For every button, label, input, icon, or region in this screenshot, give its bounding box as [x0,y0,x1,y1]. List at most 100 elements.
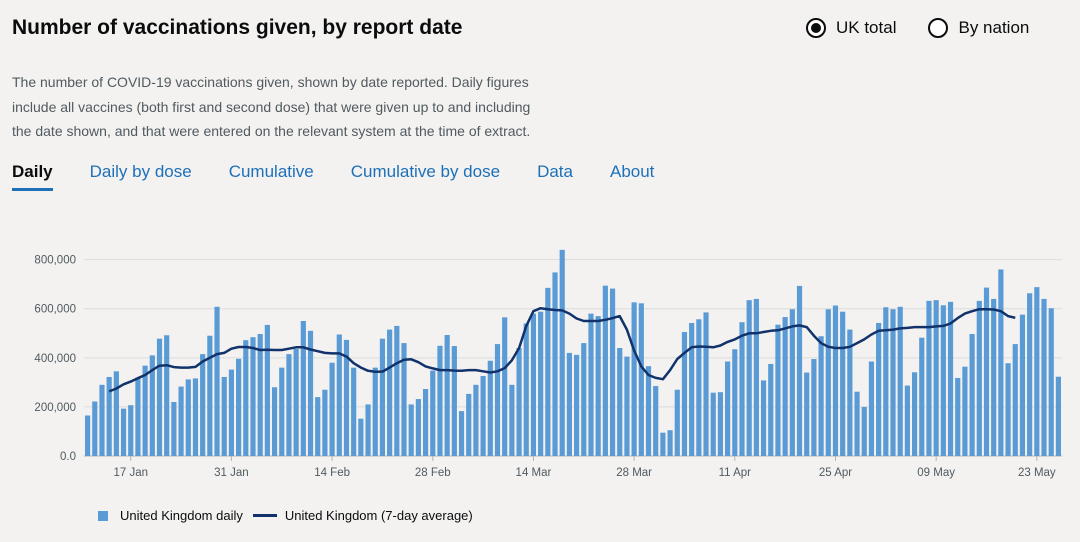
radio-by-nation[interactable]: By nation [928,18,1029,38]
bar [660,432,666,456]
bar [840,311,846,456]
bar [653,386,659,456]
bar [595,316,601,456]
bar [897,306,903,456]
view-radio-group: UK total By nation [806,18,1029,38]
bar [502,317,508,456]
bar [998,269,1004,456]
bar [99,384,105,456]
bar [854,391,860,456]
bar [775,324,781,456]
bar [969,334,975,456]
bar [976,300,982,456]
bar [883,307,889,456]
legend-item-average[interactable]: United Kingdom (7-day average) [251,508,473,523]
bar [228,369,235,456]
bar [717,392,724,456]
bar [422,388,429,456]
bar [552,272,558,456]
bar [113,371,119,456]
bar [768,363,774,456]
x-tick-label: 14 Feb [314,467,350,479]
bar [811,359,817,456]
legend-line-swatch [252,514,277,517]
bar [516,348,522,456]
bar [430,370,436,456]
tab-cumulative-by-dose[interactable]: Cumulative by dose [350,162,501,181]
bar [178,386,184,456]
radio-uk-total[interactable]: UK total [806,18,896,38]
bar [926,300,932,456]
bar [574,354,580,456]
bar [379,338,386,456]
bar [164,335,170,456]
bar [710,392,716,456]
bar [473,384,479,456]
bar [1019,314,1026,456]
bar [782,317,788,456]
bar [243,340,249,456]
x-tick-label: 23 May [1018,467,1056,479]
radio-unchecked-icon[interactable] [928,18,949,38]
bar [1027,293,1033,456]
bar [703,312,709,456]
bar [1055,376,1061,456]
bar [825,309,831,456]
bar [1012,344,1018,456]
legend-average-label: United Kingdom (7-day average) [284,508,473,523]
bar [185,379,191,456]
bar [135,377,141,456]
bar [581,343,587,456]
bar [408,404,414,456]
bar [602,285,608,456]
y-tick-label: 0.0 [60,451,76,463]
bar [293,348,299,456]
tab-daily[interactable]: Daily [12,162,53,191]
bar [394,325,400,456]
radio-checked-icon[interactable] [806,18,826,38]
radio-by-nation-label: By nation [958,18,1030,37]
bar [271,387,278,456]
tab-about[interactable]: About [609,162,655,181]
legend-daily-label: United Kingdom daily [120,508,243,523]
bar [911,372,918,456]
bar [85,415,91,456]
bar [991,298,997,456]
x-tick-label: 31 Jan [214,467,249,479]
bar [545,287,551,456]
bar [1005,363,1011,456]
tab-daily-by-dose[interactable]: Daily by dose [89,162,192,181]
chart-legend: United Kingdom daily United Kingdom (7-d… [98,508,481,523]
bar [804,372,810,456]
bar [523,323,529,456]
bar [494,344,501,456]
bar [696,319,702,456]
page-title: Number of vaccinations given, by report … [12,16,463,39]
bar [689,322,695,456]
tab-data[interactable]: Data [537,162,573,181]
bar [681,332,688,456]
bar [861,406,867,456]
bar [725,361,731,456]
bar [818,336,824,456]
bar [315,397,321,456]
bar [92,401,98,456]
bar [307,330,314,456]
legend-item-daily[interactable]: United Kingdom daily [98,508,243,523]
x-tick-label: 28 Feb [415,467,451,479]
bar [358,418,364,456]
bar [487,360,493,456]
bar [530,313,537,456]
bar [236,358,242,456]
bar [933,300,939,456]
bar [1048,308,1054,456]
bar [142,365,148,456]
bar [128,405,134,456]
bar [588,313,594,456]
bar [300,321,306,456]
bar [538,311,544,456]
bar [250,337,256,456]
tab-cumulative[interactable]: Cumulative [228,162,314,181]
bar [415,399,421,456]
